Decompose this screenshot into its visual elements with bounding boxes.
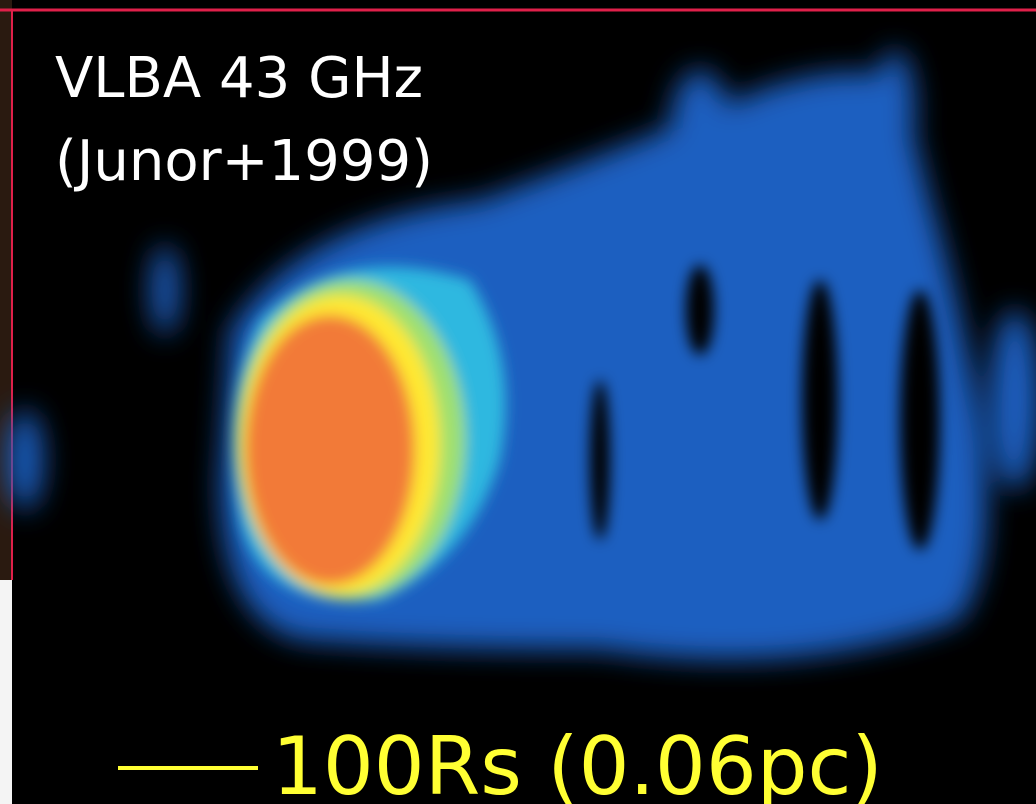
instrument-label: VLBA 43 GHz	[55, 46, 423, 111]
scale-label: 100Rs (0.06pc)	[272, 720, 883, 804]
page: {"labels": {"instrument": "VLBA 43 GHz",…	[0, 0, 1036, 804]
left-strip-light	[0, 580, 12, 804]
left-strip	[0, 0, 12, 580]
reference-label: (Junor+1999)	[55, 129, 433, 194]
vlba-image: VLBA 43 GHz (Junor+1999) 100Rs (0.06pc)	[0, 0, 1036, 804]
